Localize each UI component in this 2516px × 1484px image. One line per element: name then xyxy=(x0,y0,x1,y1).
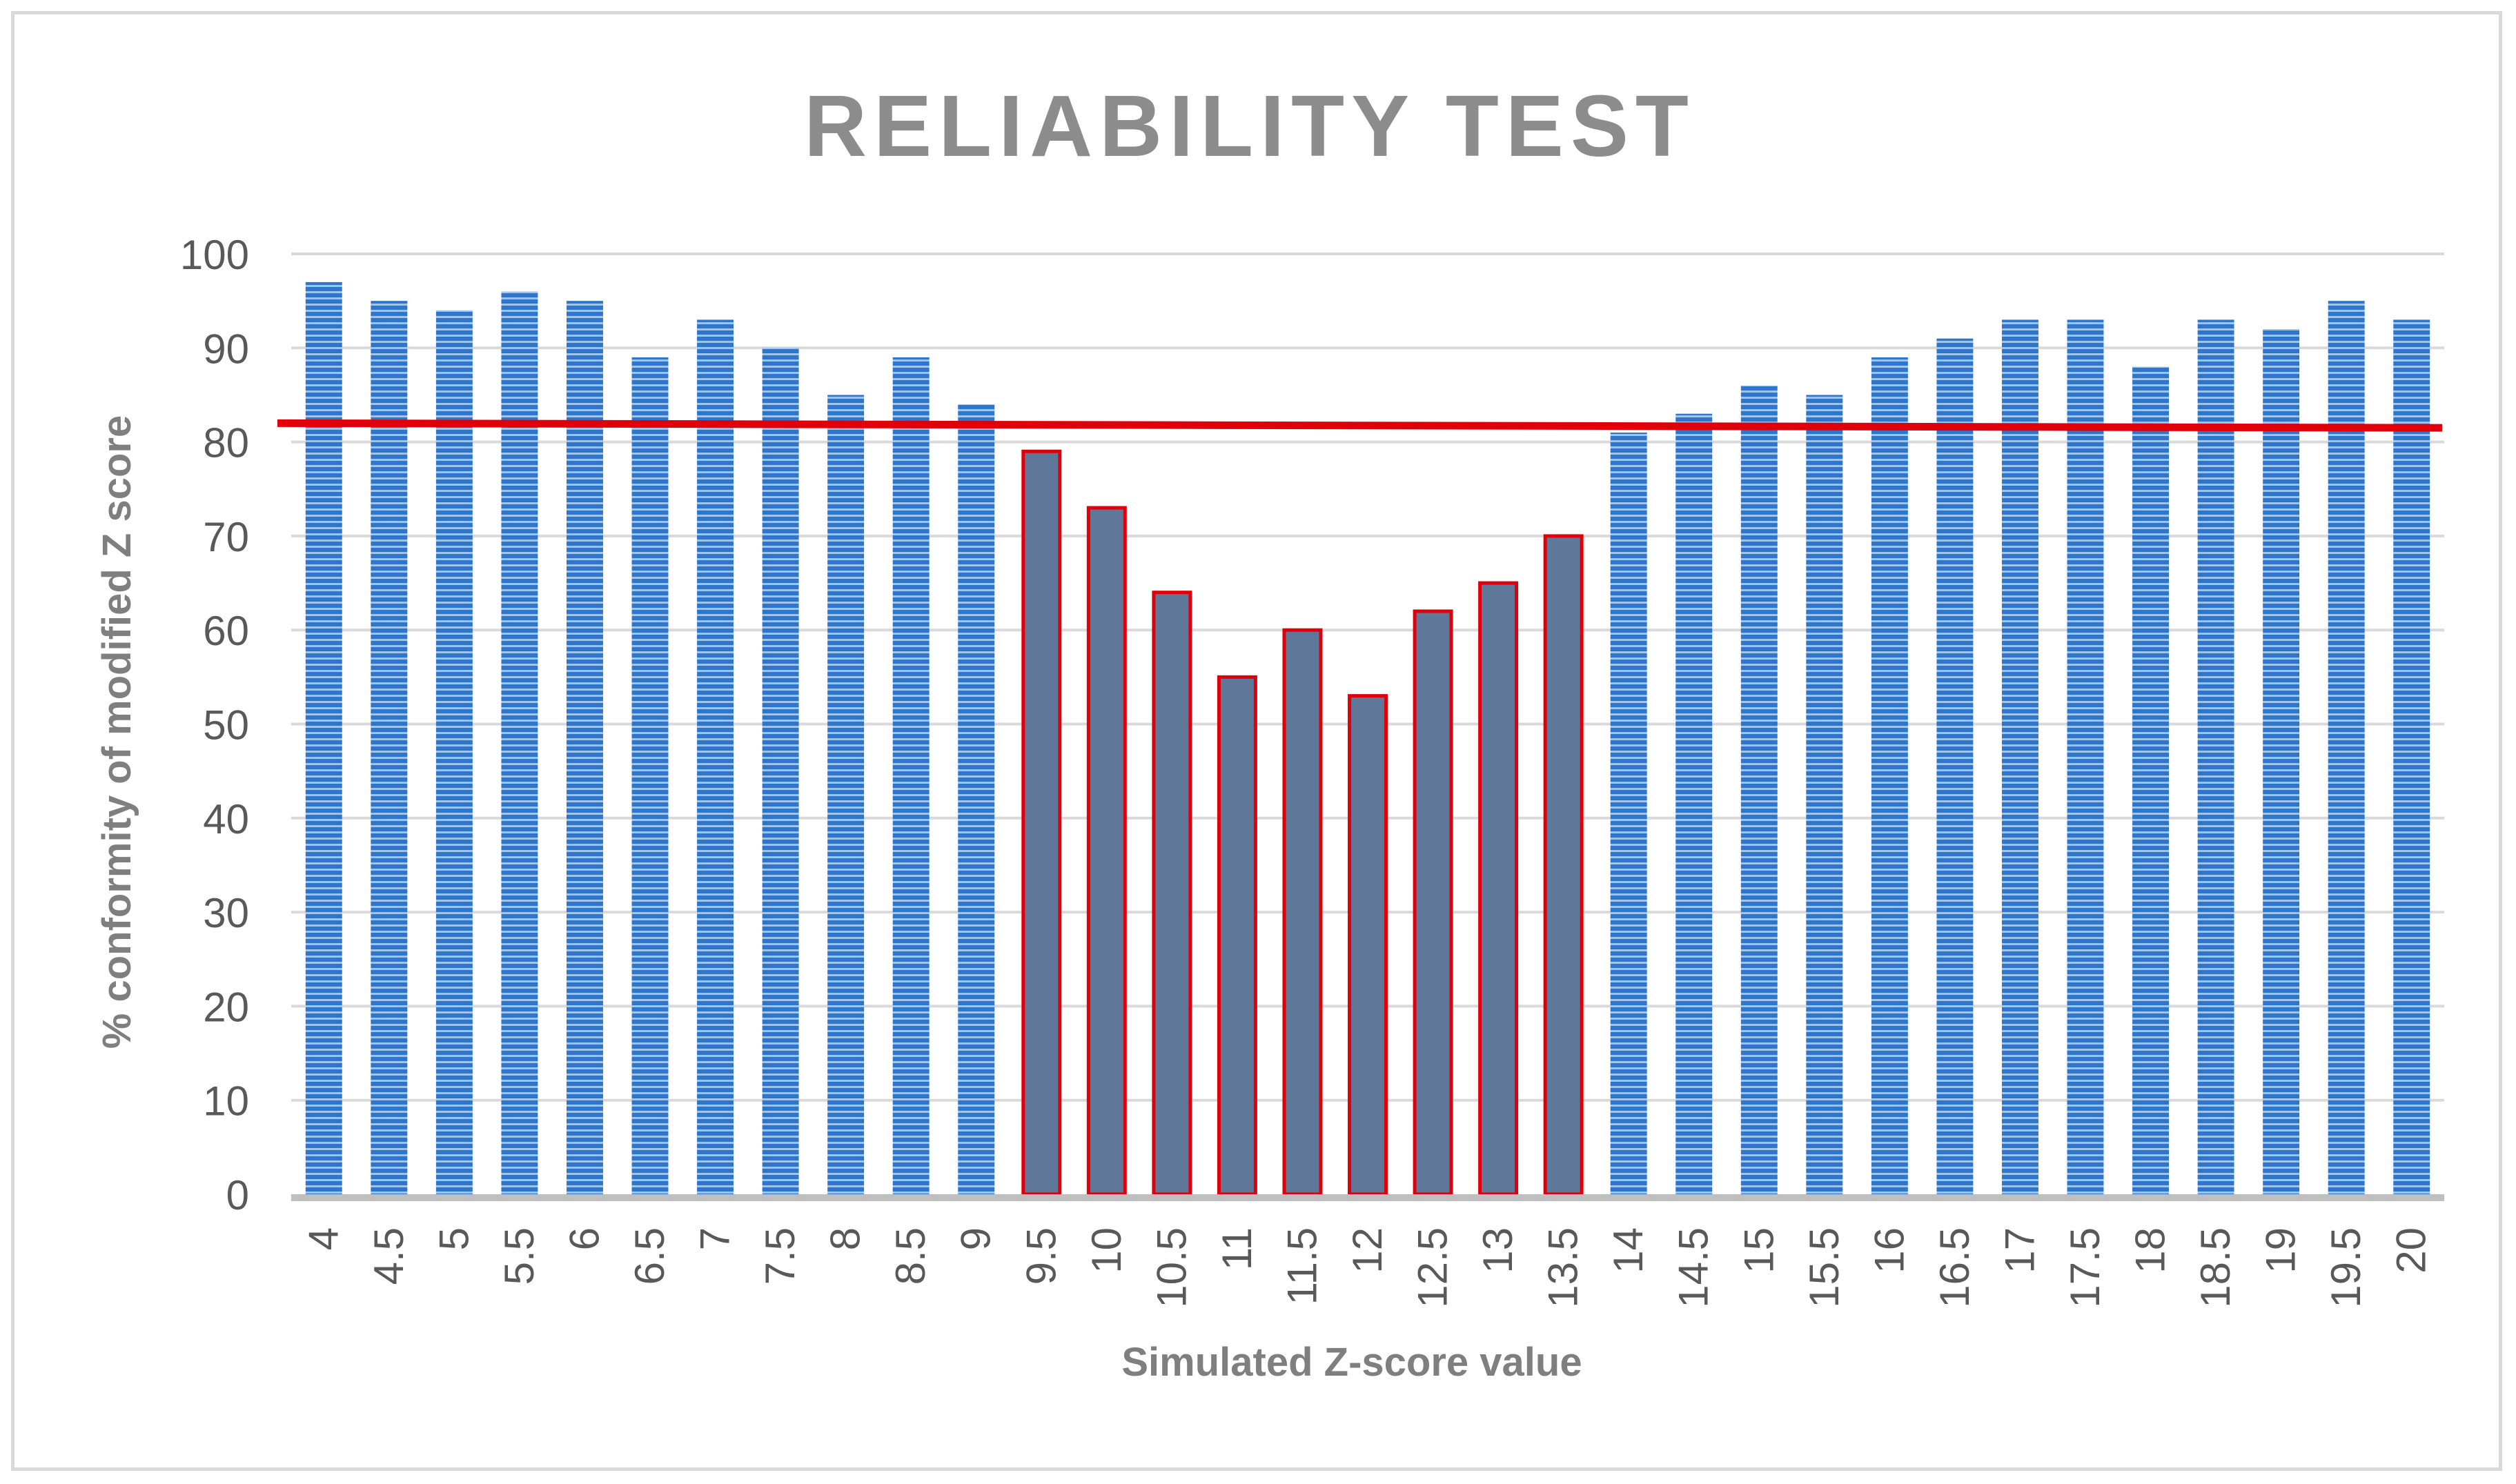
x-tick-label-17-5: 17.5 xyxy=(2062,1227,2108,1308)
x-tick-label-13-5: 13.5 xyxy=(1540,1227,1586,1308)
x-tick-label-7: 7 xyxy=(692,1227,738,1250)
bar-7 xyxy=(697,319,734,1194)
y-tick-label-70: 70 xyxy=(203,514,249,560)
x-tick-label-14: 14 xyxy=(1605,1227,1651,1274)
bar-15 xyxy=(1740,385,1778,1194)
x-tick-label-15: 15 xyxy=(1736,1227,1782,1274)
x-tick-label-6: 6 xyxy=(561,1227,607,1250)
x-tick-label-5: 5 xyxy=(431,1227,477,1250)
chart-frame: RELIABILITY TEST 0 10 20 30 40 50 60 70 80 90 100 … xyxy=(11,11,2502,1471)
y-axis-ticks: 0 10 20 30 40 50 60 70 80 90 100 xyxy=(180,232,249,1218)
bar-4 xyxy=(305,281,342,1194)
y-axis-label: % conformity of modified Z score xyxy=(95,415,139,1049)
x-tick-label-11: 11 xyxy=(1214,1227,1260,1270)
x-tick-label-8-5: 8.5 xyxy=(887,1227,934,1285)
y-tick-label-40: 40 xyxy=(203,796,249,842)
y-tick-label-90: 90 xyxy=(203,326,249,372)
bar-17-5 xyxy=(2067,319,2104,1194)
bar-14 xyxy=(1610,432,1647,1194)
y-tick-label-30: 30 xyxy=(203,890,249,936)
x-tick-label-19: 19 xyxy=(2258,1227,2304,1274)
bars xyxy=(305,281,2430,1196)
x-tick-label-14-5: 14.5 xyxy=(1671,1227,1717,1308)
bar-10 xyxy=(1086,506,1127,1196)
x-tick-label-16: 16 xyxy=(1866,1227,1912,1274)
y-tick-label-0: 0 xyxy=(226,1172,249,1218)
x-tick-label-6-5: 6.5 xyxy=(627,1227,673,1285)
y-tick-label-20: 20 xyxy=(203,984,249,1030)
bar-16-5 xyxy=(1936,338,1974,1194)
x-tick-label-9: 9 xyxy=(953,1227,999,1250)
bar-7-5 xyxy=(762,348,799,1194)
bar-15-5 xyxy=(1806,395,1843,1195)
bar-4-5 xyxy=(371,301,408,1194)
y-tick-label-60: 60 xyxy=(203,608,249,654)
bar-17 xyxy=(2001,319,2038,1194)
x-tick-label-4-5: 4.5 xyxy=(366,1227,412,1285)
bar-18-5 xyxy=(2197,319,2234,1194)
threshold-line xyxy=(277,419,2443,432)
bar-5 xyxy=(435,310,473,1194)
bar-16 xyxy=(1871,357,1908,1195)
y-tick-label-50: 50 xyxy=(203,702,249,749)
y-tick-label-80: 80 xyxy=(203,420,249,466)
x-tick-label-16-5: 16.5 xyxy=(1932,1227,1978,1308)
bar-11-5 xyxy=(1282,628,1323,1196)
x-tick-label-9-5: 9.5 xyxy=(1018,1227,1064,1285)
bar-11 xyxy=(1217,675,1257,1196)
y-tick-label-100: 100 xyxy=(180,232,249,278)
x-axis-label: Simulated Z-score value xyxy=(1121,1340,1582,1385)
bar-9-5 xyxy=(1021,449,1062,1196)
bar-5-5 xyxy=(501,291,538,1194)
bar-12-5 xyxy=(1413,609,1453,1196)
bar-chart: RELIABILITY TEST 0102030405060708090100 … xyxy=(95,77,2444,1385)
bar-8-5 xyxy=(892,357,930,1195)
y-tick-label-10: 10 xyxy=(203,1078,249,1125)
x-tick-label-10-5: 10.5 xyxy=(1148,1227,1195,1308)
chart-title: RELIABILITY TEST xyxy=(804,77,1696,175)
x-tick-label-18: 18 xyxy=(2127,1227,2174,1274)
bar-13 xyxy=(1478,581,1519,1196)
bar-9 xyxy=(958,404,995,1194)
x-tick-label-13: 13 xyxy=(1475,1227,1521,1274)
x-tick-label-20: 20 xyxy=(2388,1227,2435,1274)
x-tick-label-10: 10 xyxy=(1083,1227,1130,1274)
x-tick-label-12: 12 xyxy=(1344,1227,1390,1274)
bar-12 xyxy=(1348,694,1388,1196)
x-tick-label-15-5: 15.5 xyxy=(1801,1227,1847,1308)
x-tick-label-12-5: 12.5 xyxy=(1410,1227,1456,1308)
bar-20 xyxy=(2393,319,2430,1194)
bar-19 xyxy=(2263,329,2300,1194)
bar-18 xyxy=(2132,366,2170,1194)
x-tick-label-4: 4 xyxy=(300,1227,346,1250)
bar-6 xyxy=(566,301,603,1194)
bar-19-5 xyxy=(2328,301,2365,1194)
x-tick-label-19-5: 19.5 xyxy=(2323,1227,2369,1308)
x-tick-label-11-5: 11.5 xyxy=(1279,1227,1325,1305)
x-tick-label-18-5: 18.5 xyxy=(2192,1227,2239,1308)
bar-10-5 xyxy=(1152,591,1192,1196)
x-tick-label-5-5: 5.5 xyxy=(496,1227,542,1285)
x-tick-label-17: 17 xyxy=(1996,1227,2043,1274)
bar-6-5 xyxy=(631,357,669,1195)
bar-14-5 xyxy=(1675,413,1713,1195)
x-tick-label-7-5: 7.5 xyxy=(757,1227,803,1285)
x-tick-label-8: 8 xyxy=(823,1227,869,1250)
x-axis-ticks: 4 4.5 5 5.5 6 6.5 7 7.5 8 8.5 9 9.5 10 10.5 11 11.5 12 12… xyxy=(300,1227,2434,1308)
bar-13-5 xyxy=(1543,534,1584,1196)
bar-8 xyxy=(827,395,865,1195)
